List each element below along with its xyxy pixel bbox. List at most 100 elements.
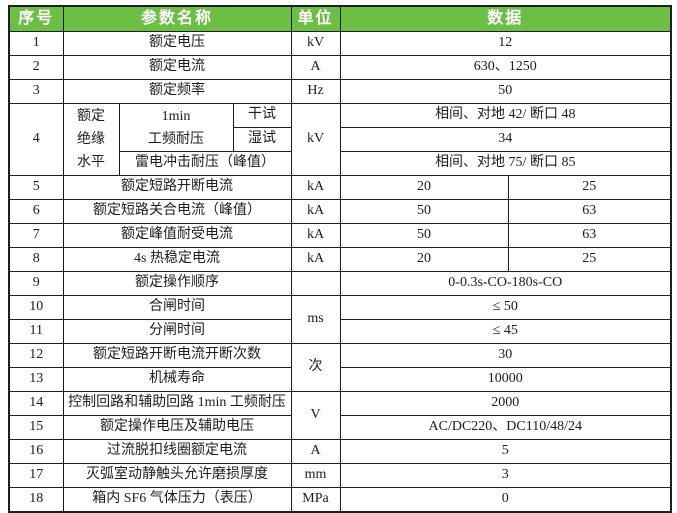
row-number-cell: 14 [8,391,64,416]
column-header-param: 参数名称 [62,5,292,32]
data-cell: 12 [339,31,672,56]
param-name-cell: 额定短路关合电流（峰值） [62,199,292,224]
unit-cell: A [290,55,341,80]
table-row: 16 过流脱扣线圈额定电流 A 5 [8,439,672,464]
row-number-cell: 16 [8,439,64,464]
unit-cell: MPa [290,487,341,513]
data-cell: AC/DC220、DC110/48/24 [339,415,672,440]
unit-cell: 次 [290,343,341,392]
row-number-cell: 12 [8,343,64,368]
column-header-data: 数据 [339,5,672,32]
data-cell: 10000 [339,367,672,392]
param-name-cell: 额定电流 [62,55,292,80]
spec-table: 序号 参数名称 单位 数据 1 额定电压 kV 12 2 额定电流 A 630、… [8,5,673,513]
data-cell: 63 [507,199,672,224]
data-cell: 63 [507,223,672,248]
row-number-cell: 1 [8,31,64,56]
table-row: 6 额定短路关合电流（峰值） kA 50 63 [8,199,672,224]
table-row: 7 额定峰值耐受电流 kA 50 63 [8,223,672,248]
param-name-cell: 分闸时间 [62,319,292,344]
unit-cell: mm [290,463,341,488]
insulation-group-line: 绝缘 [77,132,105,147]
param-name-cell: 额定峰值耐受电流 [62,223,292,248]
insulation-group-line: 额定 [77,109,105,124]
param-name-cell: 4s 热稳定电流 [62,247,292,272]
data-cell: ≤ 45 [339,319,672,344]
param-name-cell: 额定操作电压及辅助电压 [62,415,292,440]
power-frequency-withstand-cell: 1min 工频耐压 [118,103,234,152]
param-name-cell: 额定频率 [62,79,292,104]
unit-cell: kA [290,199,341,224]
data-cell: 30 [339,343,672,368]
data-cell: 2000 [339,391,672,416]
row-number-cell: 7 [8,223,64,248]
table-row: 2 额定电流 A 630、1250 [8,55,672,80]
data-cell: 相间、对地 75/ 断口 85 [339,151,672,176]
row-number-cell: 5 [8,175,64,200]
row-number-cell: 6 [8,199,64,224]
unit-cell [290,271,341,296]
unit-cell: ms [290,295,341,344]
data-cell: 25 [507,247,672,272]
data-cell: ≤ 50 [339,295,672,320]
unit-cell: kV [290,103,341,176]
data-cell: 20 [339,175,509,200]
unit-cell: kV [290,31,341,56]
row-number-cell: 17 [8,463,64,488]
data-cell: 5 [339,439,672,464]
insulation-group-line: 水平 [77,155,105,170]
param-name-cell: 过流脱扣线圈额定电流 [62,439,292,464]
table-row: 14 控制回路和辅助回路 1min 工频耐压 V 2000 [8,391,672,440]
table-row: 12 额定短路开断电流开断次数 次 30 [8,343,672,392]
data-cell: 相间、对地 42/ 断口 48 [339,103,672,128]
param-name-cell: 控制回路和辅助回路 1min 工频耐压 [62,391,292,416]
table-row: 17 灭弧室动静触头允许磨损厚度 mm 3 [8,463,672,488]
row-number-cell: 4 [8,103,64,176]
row-number-cell: 9 [8,271,64,296]
power-frequency-line: 1min [161,108,191,124]
param-name-cell: 灭弧室动静触头允许磨损厚度 [62,463,292,488]
param-name-cell: 箱内 SF6 气体压力（表压） [62,487,292,513]
unit-cell: kA [290,223,341,248]
wet-test-label-cell: 湿试 [232,127,292,152]
row-number-cell: 2 [8,55,64,80]
unit-cell: kA [290,175,341,200]
table-row-insulation-wet: 湿试 34 [9,127,672,152]
param-name-cell: 额定短路开断电流 [62,175,292,200]
insulation-level-group-cell: 额定 绝缘 水平 [62,103,120,176]
data-cell: 25 [507,175,672,200]
data-cell: 50 [339,199,509,224]
table-row: 1 额定电压 kV 12 [8,31,672,56]
unit-cell: Hz [290,79,341,104]
table-row: 18 箱内 SF6 气体压力（表压） MPa 0 [8,487,672,513]
table-row: 3 额定频率 Hz 50 [8,79,672,104]
row-number-cell: 8 [8,247,64,272]
data-cell: 630、1250 [339,55,672,80]
data-cell: 3 [339,463,672,488]
lightning-impulse-label-cell: 雷电冲击耐压（峰值） [118,151,292,176]
unit-cell: A [290,439,341,464]
unit-cell: V [290,391,341,440]
table-header-row: 序号 参数名称 单位 数据 [8,5,672,32]
row-number-cell: 3 [8,79,64,104]
table-row: 9 额定操作顺序 0-0.3s-CO-180s-CO [8,271,672,296]
column-header-unit: 单位 [290,5,341,32]
param-name-cell: 额定电压 [62,31,292,56]
param-name-cell: 额定短路开断电流开断次数 [62,343,292,368]
table-row-insulation-dry: 4 额定 绝缘 水平 1min 工频耐压 干试 kV 相间、对地 42/ 断口 … [8,103,672,176]
table-row: 8 4s 热稳定电流 kA 20 25 [8,247,672,272]
data-cell: 0-0.3s-CO-180s-CO [339,271,672,296]
table-row: 15 额定操作电压及辅助电压 AC/DC220、DC110/48/24 [8,415,672,440]
row-number-cell: 18 [8,487,64,513]
row-number-cell: 11 [8,319,64,344]
data-cell: 34 [339,127,672,152]
data-cell: 20 [339,247,509,272]
data-cell: 50 [339,223,509,248]
row-number-cell: 15 [8,415,64,440]
table-row: 11 分闸时间 ≤ 45 [8,319,672,344]
table-row: 13 机械寿命 10000 [8,367,672,392]
param-name-cell: 额定操作顺序 [62,271,292,296]
data-cell: 0 [339,487,672,513]
row-number-cell: 13 [8,367,64,392]
param-name-cell: 合闸时间 [62,295,292,320]
